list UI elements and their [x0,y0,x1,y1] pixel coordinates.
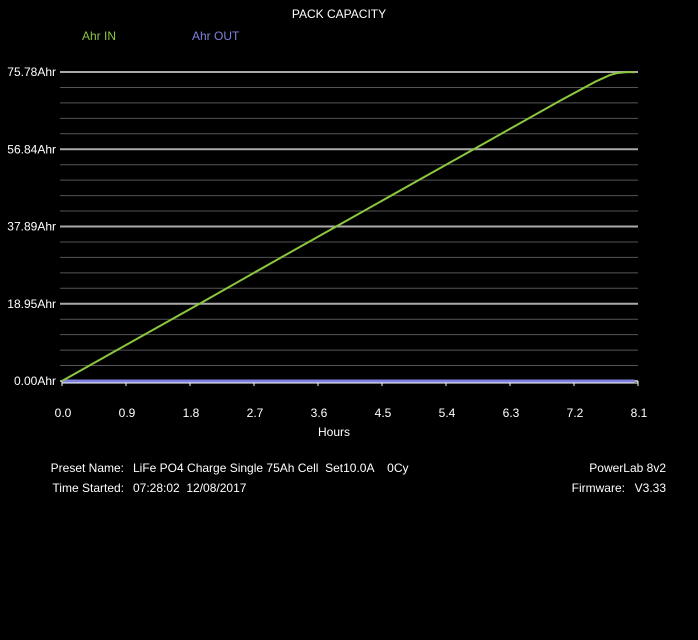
x-tick-label: 4.5 [375,406,392,420]
x-tick-label: 5.4 [439,406,456,420]
legend-entry: Ahr OUT [192,29,240,43]
info-value: PowerLab 8v2 [589,461,666,475]
info-label: Time Started: [52,481,124,495]
x-tick-label: 0.9 [119,406,136,420]
info-value: V3.33 [635,481,667,495]
x-tick-label: 0.0 [55,406,72,420]
info-value: LiFe PO4 Charge Single 75Ah Cell Set10.0… [133,461,409,475]
y-tick-label: 56.84Ahr [7,142,56,156]
y-tick-label: 75.78Ahr [7,65,56,79]
x-tick-label: 2.7 [247,406,264,420]
x-tick-label: 6.3 [503,406,520,420]
y-tick-label: 18.95Ahr [7,297,56,311]
x-tick-label: 8.1 [631,406,648,420]
info-value: 07:28:02 12/08/2017 [133,481,247,495]
series-line [61,70,635,382]
info-label: Firmware: [572,481,625,495]
x-tick-label: 1.8 [183,406,200,420]
chart-title: PACK CAPACITY [292,7,386,21]
legend-entry: Ahr IN [82,29,116,43]
y-tick-label: 37.89Ahr [7,220,56,234]
x-tick-label: 7.2 [567,406,584,420]
x-axis-label: Hours [318,425,350,439]
y-tick-label: 0.00Ahr [14,374,56,388]
info-label: Preset Name: [51,461,124,475]
x-tick-label: 3.6 [311,406,328,420]
